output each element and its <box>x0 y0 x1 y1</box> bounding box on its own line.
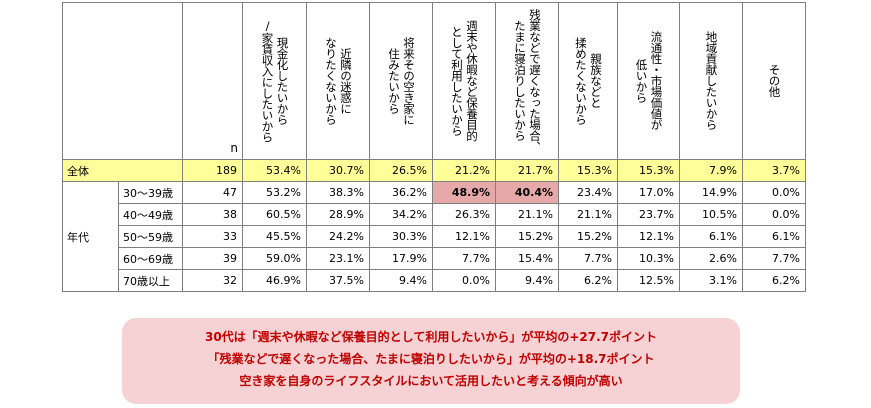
cell-value: 59.0% <box>242 247 307 270</box>
cell-value: 6.1% <box>679 225 743 248</box>
column-header: 近隣の迷惑に なりたくないから <box>306 2 370 160</box>
column-header: その他 <box>742 2 806 160</box>
cell-value: 10.5% <box>679 203 743 226</box>
cell-value: 0.0% <box>432 269 496 292</box>
cell-value: 38.3% <box>306 181 370 204</box>
cell-value: 46.9% <box>242 269 307 292</box>
cell-value: 17.0% <box>617 181 680 204</box>
cell-value: 23.7% <box>617 203 680 226</box>
cell-value: 9.4% <box>369 269 433 292</box>
total-label: 全体 <box>62 159 183 182</box>
cell-value: 23.1% <box>306 247 370 270</box>
total-value: 30.7% <box>306 159 370 182</box>
table-row: 40～49歳 38 60.5% 28.9% 34.2% 26.3% 21.1% … <box>63 203 806 226</box>
cell-value: 12.1% <box>432 225 496 248</box>
note-line-3: 空き家を自身のライフスタイルにおいて活用したいと考える傾向が高い <box>239 374 623 388</box>
cell-value: 17.9% <box>369 247 433 270</box>
column-header: 流通性・市場価値が 低いから <box>617 2 680 160</box>
row-label: 60～69歳 <box>118 247 183 270</box>
row-n: 47 <box>182 181 243 204</box>
cell-value: 21.1% <box>495 203 559 226</box>
cell-value: 9.4% <box>495 269 559 292</box>
cell-value: 15.2% <box>558 225 618 248</box>
cell-value: 36.2% <box>369 181 433 204</box>
cell-value: 14.9% <box>679 181 743 204</box>
table-row: 50～59歳 33 45.5% 24.2% 30.3% 12.1% 15.2% … <box>63 225 806 248</box>
total-value: 3.7% <box>742 159 806 182</box>
cell-value: 6.2% <box>558 269 618 292</box>
cell-value: 7.7% <box>558 247 618 270</box>
summary-note: 30代は「週末や休暇など保養目的として利用したいから」が平均の+27.7ポイント… <box>122 318 740 404</box>
total-value: 53.4% <box>242 159 307 182</box>
note-line-2: 「残業などで遅くなった場合、たまに寝泊りしたいから」が平均の+18.7ポイント <box>207 352 655 366</box>
highlighted-cell-value: 40.4% <box>495 181 559 204</box>
cell-value: 15.4% <box>495 247 559 270</box>
group-label: 年代 <box>62 181 119 292</box>
total-n: 189 <box>182 159 243 182</box>
row-label: 40～49歳 <box>118 203 183 226</box>
column-header: 地域貢献したいから <box>679 2 743 160</box>
table-row: 60～69歳 39 59.0% 23.1% 17.9% 7.7% 15.4% 7… <box>63 247 806 270</box>
cell-value: 2.6% <box>679 247 743 270</box>
cell-value: 7.7% <box>742 247 806 270</box>
cell-value: 45.5% <box>242 225 307 248</box>
cell-value: 6.2% <box>742 269 806 292</box>
cell-value: 34.2% <box>369 203 433 226</box>
highlighted-cell-value: 48.9% <box>432 181 496 204</box>
row-n: 33 <box>182 225 243 248</box>
cell-value: 0.0% <box>742 203 806 226</box>
cell-value: 30.3% <box>369 225 433 248</box>
row-n: 38 <box>182 203 243 226</box>
column-header: 親族などと 揉めたくないから <box>558 2 618 160</box>
survey-table: n 現金化したいから /家賃収入にしたいから 近隣の迷惑に なりたくないから 将… <box>62 2 806 292</box>
column-header: 残業などで遅くなった場合、 たまに寝泊りしたいから <box>495 2 559 160</box>
cell-value: 23.4% <box>558 181 618 204</box>
note-line-1: 30代は「週末や休暇など保養目的として利用したいから」が平均の+27.7ポイント <box>204 330 657 344</box>
cell-value: 0.0% <box>742 181 806 204</box>
cell-value: 28.9% <box>306 203 370 226</box>
cell-value: 12.1% <box>617 225 680 248</box>
row-label: 50～59歳 <box>118 225 183 248</box>
total-value: 21.2% <box>432 159 496 182</box>
row-n: 39 <box>182 247 243 270</box>
cell-value: 26.3% <box>432 203 496 226</box>
cell-value: 24.2% <box>306 225 370 248</box>
corner-cell <box>62 2 183 160</box>
table-row: 70歳以上 32 46.9% 37.5% 9.4% 0.0% 9.4% 6.2%… <box>63 269 806 292</box>
cell-value: 53.2% <box>242 181 307 204</box>
column-header: 週末や休暇など保養目的 として利用したいから <box>432 2 496 160</box>
total-value: 26.5% <box>369 159 433 182</box>
cell-value: 3.1% <box>679 269 743 292</box>
cell-value: 10.3% <box>617 247 680 270</box>
cell-value: 12.5% <box>617 269 680 292</box>
row-n: 32 <box>182 269 243 292</box>
cell-value: 21.1% <box>558 203 618 226</box>
total-value: 15.3% <box>617 159 680 182</box>
n-header: n <box>182 2 243 160</box>
total-row: 全体 189 53.4% 30.7% 26.5% 21.2% 21.7% 15.… <box>62 159 806 182</box>
row-label: 70歳以上 <box>118 269 183 292</box>
column-header: 現金化したいから /家賃収入にしたいから <box>242 2 307 160</box>
total-value: 7.9% <box>679 159 743 182</box>
row-label: 30～39歳 <box>118 181 183 204</box>
table-row: 年代 30～39歳 47 53.2% 38.3% 36.2% 48.9% 40.… <box>62 181 806 292</box>
header-row: n 現金化したいから /家賃収入にしたいから 近隣の迷惑に なりたくないから 将… <box>62 2 806 160</box>
column-header: 将来その空き家に 住みたいから <box>369 2 433 160</box>
cell-value: 60.5% <box>242 203 307 226</box>
cell-value: 7.7% <box>432 247 496 270</box>
total-value: 21.7% <box>495 159 559 182</box>
cell-value: 37.5% <box>306 269 370 292</box>
cell-value: 6.1% <box>742 225 806 248</box>
cell-value: 15.2% <box>495 225 559 248</box>
total-value: 15.3% <box>558 159 618 182</box>
